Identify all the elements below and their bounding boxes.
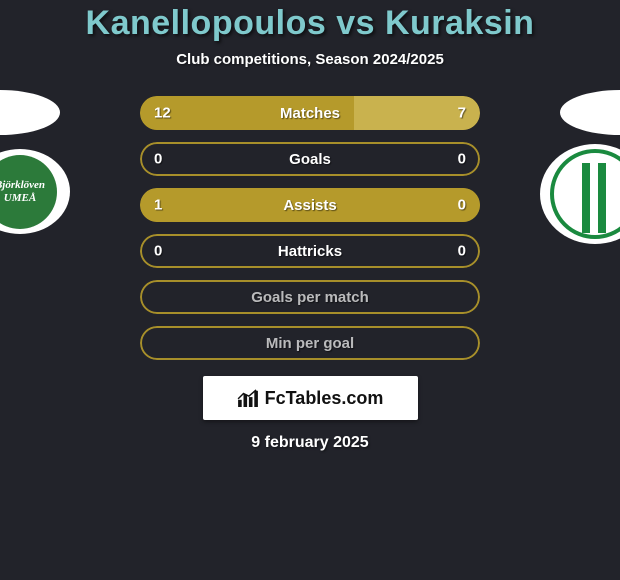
player-left-placeholder xyxy=(0,90,60,135)
footer-date: 9 february 2025 xyxy=(0,434,620,452)
stat-row-matches: 127Matches xyxy=(140,96,480,130)
club-badge-left: Björklöven UMEÅ xyxy=(0,149,70,234)
player-right-placeholder xyxy=(560,90,620,135)
club-badge-right-logo xyxy=(550,149,620,239)
stat-row-assists: 10Assists xyxy=(140,188,480,222)
stats-container: 127Matches 00Goals 10Assists 00Hattricks Goa… xyxy=(140,96,480,360)
main-comparison: Björklöven UMEÅ 127Matches 00Goals 10Assis… xyxy=(0,96,620,360)
header: Kanellopoulos vs Kuraksin Club competiti… xyxy=(0,0,620,68)
stat-label: Hattricks xyxy=(140,243,480,260)
brand-chart-icon xyxy=(237,389,259,407)
stat-label: Goals xyxy=(140,151,480,168)
club-badge-left-logo: Björklöven UMEÅ xyxy=(0,155,57,229)
brand-text: FcTables.com xyxy=(265,388,384,409)
stat-label: Goals per match xyxy=(140,289,480,306)
footer: FcTables.com 9 february 2025 xyxy=(0,376,620,452)
stat-row-goals-per-match: Goals per match xyxy=(140,280,480,314)
stat-label: Assists xyxy=(140,197,480,214)
club-badge-right xyxy=(540,144,620,244)
stat-row-min-per-goal: Min per goal xyxy=(140,326,480,360)
subtitle: Club competitions, Season 2024/2025 xyxy=(0,51,620,68)
club-left-label: Björklöven UMEÅ xyxy=(0,179,57,203)
stat-label: Matches xyxy=(140,105,480,122)
stat-label: Min per goal xyxy=(140,335,480,352)
stat-row-goals: 00Goals xyxy=(140,142,480,176)
stat-row-hattricks: 00Hattricks xyxy=(140,234,480,268)
page-title: Kanellopoulos vs Kuraksin xyxy=(0,4,620,43)
brand-box[interactable]: FcTables.com xyxy=(203,376,418,420)
